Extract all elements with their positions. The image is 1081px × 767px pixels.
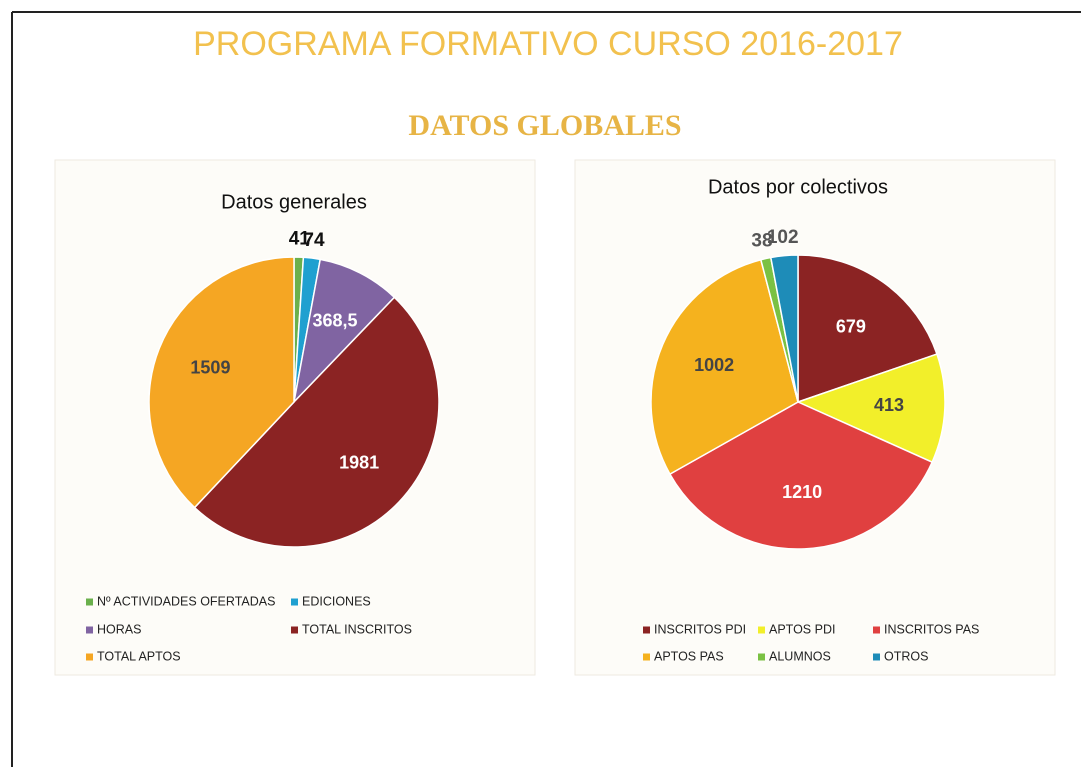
data-label: 1002 <box>694 355 734 375</box>
legend-swatch <box>643 626 650 634</box>
legend-label: APTOS PDI <box>769 622 835 636</box>
legend-swatch <box>758 653 765 661</box>
legend-label: INSCRITOS PDI <box>654 622 746 636</box>
pie-slice <box>650 258 799 476</box>
pie-slice <box>769 254 799 403</box>
pie-slice <box>795 353 946 464</box>
pie-slice <box>292 258 396 405</box>
legend-swatch <box>291 626 298 634</box>
chart-title: Datos generales <box>221 191 367 213</box>
legend-label: OTROS <box>884 649 928 663</box>
legend-swatch <box>873 626 880 634</box>
data-label: 102 <box>767 227 799 248</box>
legend-swatch <box>86 653 93 661</box>
legend-swatch <box>873 653 880 661</box>
data-label: 413 <box>874 395 904 415</box>
legend-label: ALUMNOS <box>769 649 831 663</box>
legend-label: TOTAL INSCRITOS <box>302 622 412 636</box>
pie-slice <box>148 256 295 509</box>
legend-swatch <box>643 653 650 661</box>
data-label: 1509 <box>190 358 230 378</box>
pie-slice <box>668 401 934 550</box>
legend-swatch <box>291 598 298 606</box>
data-label: 368,5 <box>312 311 357 331</box>
pie-slice <box>193 296 440 548</box>
data-label: 38 <box>751 230 772 251</box>
legend-label: TOTAL APTOS <box>97 649 181 663</box>
legend-swatch <box>758 626 765 634</box>
data-label: 679 <box>836 317 866 337</box>
pie-slice <box>797 254 938 404</box>
legend-label: APTOS PAS <box>654 649 724 663</box>
chart-title: Datos por colectivos <box>708 176 888 198</box>
legend-label: HORAS <box>97 622 141 636</box>
slide-title: PROGRAMA FORMATIVO CURSO 2016-2017 <box>193 25 903 63</box>
data-label: 41 <box>289 229 311 250</box>
data-label: 1981 <box>339 453 379 473</box>
data-label: 74 <box>303 230 325 251</box>
legend-label: Nº ACTIVIDADES OFERTADAS <box>97 594 275 608</box>
slide-subtitle: DATOS GLOBALES <box>408 109 681 142</box>
legend-swatch <box>86 626 93 634</box>
data-label: 1210 <box>782 482 822 502</box>
legend-swatch <box>86 598 93 606</box>
legend-label: EDICIONES <box>302 594 371 608</box>
legend-label: INSCRITOS PAS <box>884 622 979 636</box>
